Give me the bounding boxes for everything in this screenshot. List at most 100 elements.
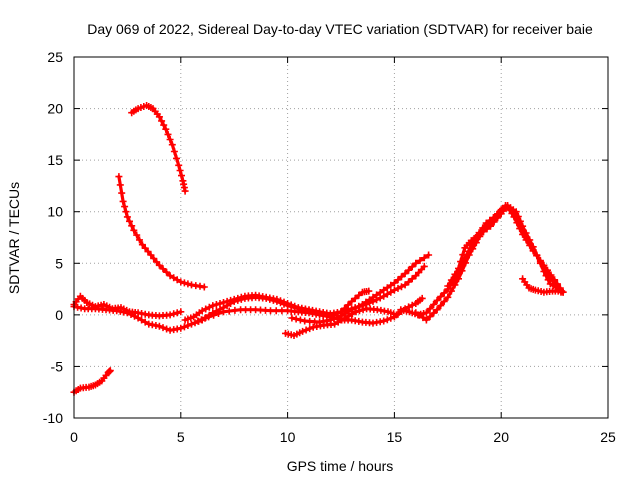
tick-marks [73,56,609,419]
data-point [344,308,352,316]
data-point [287,301,295,309]
data-point [355,302,363,310]
data-point [398,273,405,281]
data-point [451,270,459,278]
data-point [433,296,441,304]
data-point [296,316,304,324]
data-point [123,213,131,221]
data-point [166,272,174,280]
data-point [447,276,455,284]
data-point [420,254,428,262]
x-tick-label: 25 [600,429,616,445]
data-point [168,141,176,149]
data-point [464,247,472,255]
data-point [223,297,231,305]
chart-title: Day 069 of 2022, Sidereal Day-to-day VTE… [87,21,593,37]
data-point [487,222,494,230]
data-point [277,297,284,305]
data-point [519,222,527,230]
series-arc-c [70,367,114,396]
data-point [337,312,345,320]
data-point [131,312,138,320]
data-point [380,292,388,300]
data-point [444,282,452,290]
plot-frame [73,56,609,419]
data-point [437,302,445,310]
data-point [380,317,388,325]
y-tick-label: -10 [43,410,63,426]
data-point [457,258,465,266]
data-point [184,280,192,288]
y-tick-labels: -10 -5 0 5 10 15 20 25 [43,49,63,426]
x-tick-label: 10 [280,429,296,445]
data-point [159,265,167,273]
data-point [155,113,163,121]
data-point [237,293,245,301]
data-point [516,217,524,225]
x-tick-label: 20 [493,429,509,445]
y-tick-label: 5 [55,255,63,271]
data-point [122,208,130,216]
data-point [273,295,281,303]
data-point [205,313,213,321]
data-point [118,189,126,197]
data-series [70,102,567,396]
x-tick-label: 5 [177,429,185,445]
data-point [170,310,178,318]
data-point [188,320,195,328]
data-point [383,316,391,324]
data-point [542,272,550,280]
data-point [173,154,180,162]
data-point [220,299,227,306]
data-point [121,203,129,211]
data-point [234,294,242,302]
data-point [173,276,181,284]
data-point [160,121,168,129]
data-point [344,301,352,309]
data-point [408,301,416,309]
data-point [526,236,534,244]
data-point [426,305,434,313]
data-point [280,298,288,306]
data-point [355,291,363,299]
data-point [557,287,565,295]
data-point [133,231,141,239]
data-point [440,289,448,297]
data-point [173,309,181,317]
data-point [387,288,395,296]
series-arc-i [288,251,433,326]
data-point [130,226,138,234]
data-point [479,228,487,236]
data-point [216,300,224,307]
data-point [529,243,537,251]
data-point [163,268,171,276]
data-point [405,266,413,274]
data-point [418,294,426,302]
data-point [401,270,409,278]
data-point [333,313,341,321]
data-point [180,279,188,287]
x-tick-labels: 0 5 10 15 20 25 [70,429,616,445]
data-point [288,314,296,322]
data-point [302,326,310,334]
x-axis-label: GPS time / hours [287,458,394,474]
data-point [536,259,544,267]
data-point [284,300,292,307]
data-point [408,263,416,271]
data-point [170,148,178,155]
data-point [430,301,438,308]
data-point [430,309,438,317]
data-point [209,302,217,310]
data-point [177,308,185,316]
data-point [175,161,183,169]
data-point [426,313,434,321]
data-point [544,276,552,284]
data-point [197,316,205,324]
data-point [299,327,307,335]
data-point [422,309,430,317]
data-point [390,279,398,287]
data-point [380,286,388,294]
data-point [330,315,338,323]
data-point [164,130,172,138]
